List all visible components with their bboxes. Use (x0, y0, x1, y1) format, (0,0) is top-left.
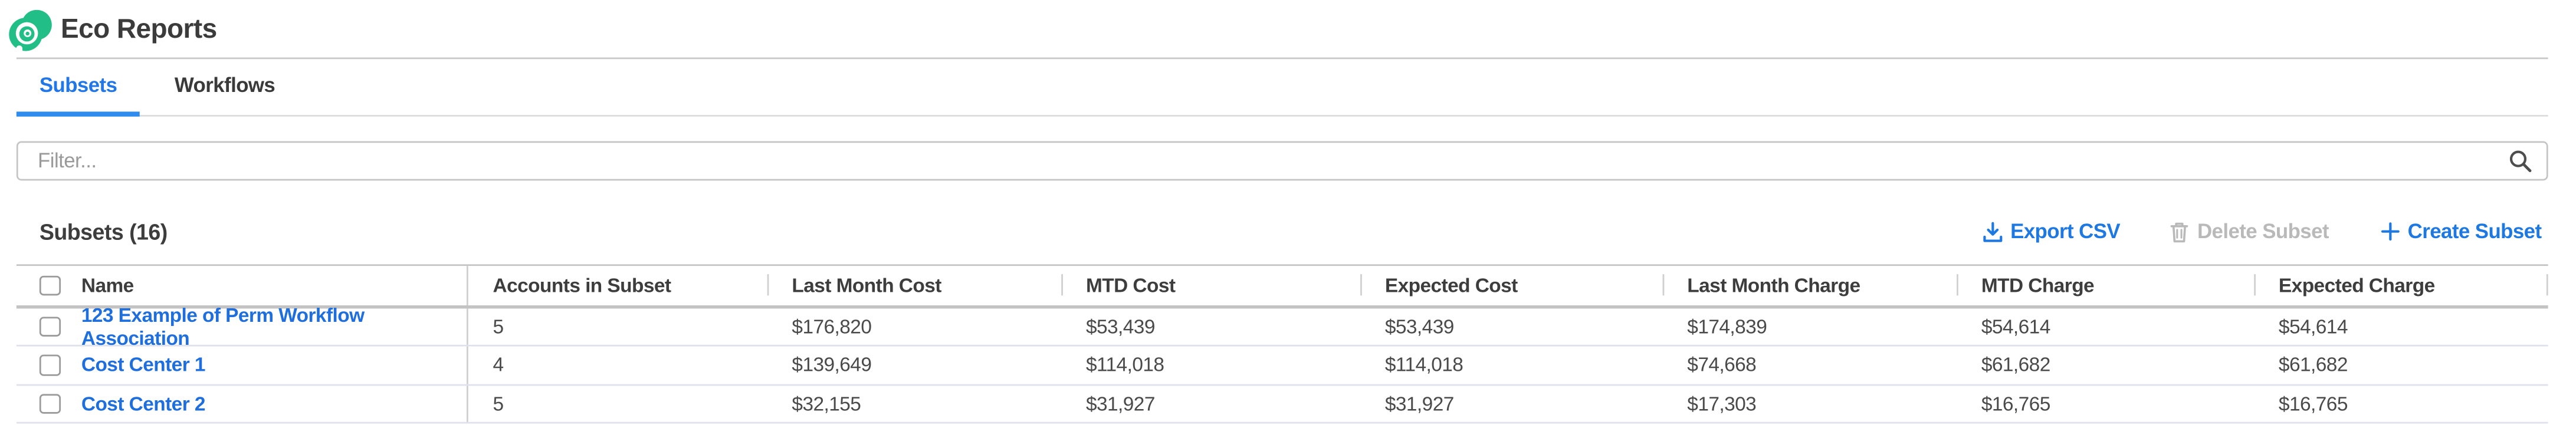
tab-bar: Subsets Workflows (16, 57, 2548, 117)
page-title: Eco Reports (61, 15, 217, 45)
subset-link[interactable]: Cost Center 2 (81, 391, 206, 415)
create-subset-label: Create Subset (2407, 220, 2542, 243)
last-month-charge-cell: $174,839 (1687, 315, 1767, 338)
last-month-cost-cell: $139,649 (792, 353, 872, 377)
row-checkbox[interactable] (39, 354, 60, 375)
last-month-charge-cell: $74,668 (1687, 353, 1757, 377)
tab-subsets[interactable]: Subsets (16, 59, 140, 117)
export-csv-label: Export CSV (2010, 220, 2121, 243)
mtd-cost-cell: $53,439 (1085, 315, 1155, 338)
subset-link[interactable]: 123 Example of Perm Workflow Association (81, 303, 365, 350)
mtd-cost-cell: $114,018 (1085, 353, 1164, 377)
accounts-cell: 4 (493, 353, 504, 377)
delete-subset-button[interactable]: Delete Subset (2171, 220, 2329, 243)
table-row: Cost Center 1 4 $139,649 $114,018 $114,0… (16, 344, 2548, 384)
filter-input[interactable] (16, 141, 2548, 181)
header-cell-expected-cost: Expected Cost (1360, 266, 1662, 304)
search-icon (2509, 150, 2532, 173)
mtd-charge-cell: $54,614 (1981, 315, 2050, 338)
action-buttons: Export CSV Delete Subset Create Sub (1983, 220, 2548, 243)
accounts-cell: 5 (493, 391, 504, 415)
delete-subset-label: Delete Subset (2197, 220, 2329, 243)
filter-bar (16, 141, 2548, 181)
column-header-label: Name (81, 274, 134, 297)
mtd-charge-cell: $16,765 (1981, 391, 2050, 415)
last-month-charge-cell: $17,303 (1687, 391, 1757, 415)
tab-workflows[interactable]: Workflows (174, 74, 275, 97)
header-cell-accounts: Accounts in Subset (493, 274, 672, 297)
expected-charge-cell: $16,765 (2278, 391, 2348, 415)
expected-cost-cell: $31,927 (1384, 391, 1454, 415)
row-checkbox[interactable] (39, 316, 60, 337)
mtd-charge-cell: $61,682 (1981, 353, 2050, 377)
row-name-cell: 123 Example of Perm Workflow Association (17, 304, 468, 350)
select-all-checkbox[interactable] (39, 275, 60, 296)
subsets-table: Name Accounts in Subset Last Month Cost … (16, 264, 2548, 424)
table-row: Cost Center 2 5 $32,155 $31,927 $31,927 … (16, 383, 2548, 424)
mtd-cost-cell: $31,927 (1085, 391, 1155, 415)
row-name-cell: Cost Center 1 (17, 346, 468, 384)
trash-icon (2171, 222, 2189, 242)
download-icon (1983, 221, 2002, 242)
row-name-cell: Cost Center 2 (17, 385, 468, 422)
header-cell-expected-charge: Expected Charge (2254, 266, 2548, 304)
accounts-cell: 5 (493, 315, 504, 338)
row-checkbox[interactable] (39, 393, 60, 414)
expected-cost-cell: $53,439 (1384, 315, 1454, 338)
expected-charge-cell: $54,614 (2278, 315, 2348, 338)
table-row: 123 Example of Perm Workflow Association… (16, 304, 2548, 350)
header-cell-mtd-cost: MTD Cost (1061, 266, 1360, 304)
header-cell-name: Name (17, 266, 468, 305)
section-header: Subsets (16) Export CSV (17, 217, 2548, 246)
expected-charge-cell: $61,682 (2278, 353, 2348, 377)
plus-icon (2380, 222, 2399, 241)
section-title: Subsets (16) (39, 219, 168, 244)
expected-cost-cell: $114,018 (1384, 353, 1463, 377)
create-subset-button[interactable]: Create Subset (2380, 220, 2542, 243)
header-cell-last-month-cost: Last Month Cost (767, 266, 1062, 304)
eco-swirl-logo-icon (9, 9, 52, 53)
last-month-cost-cell: $176,820 (792, 315, 872, 338)
app-header: Eco Reports (0, 0, 2576, 57)
header-cell-mtd-charge: MTD Charge (1957, 266, 2254, 304)
table-header-row: Name Accounts in Subset Last Month Cost … (16, 266, 2548, 308)
header-cell-last-month-charge: Last Month Charge (1662, 266, 1957, 304)
export-csv-button[interactable]: Export CSV (1983, 220, 2121, 243)
last-month-cost-cell: $32,155 (792, 391, 861, 415)
subset-link[interactable]: Cost Center 1 (81, 353, 206, 377)
